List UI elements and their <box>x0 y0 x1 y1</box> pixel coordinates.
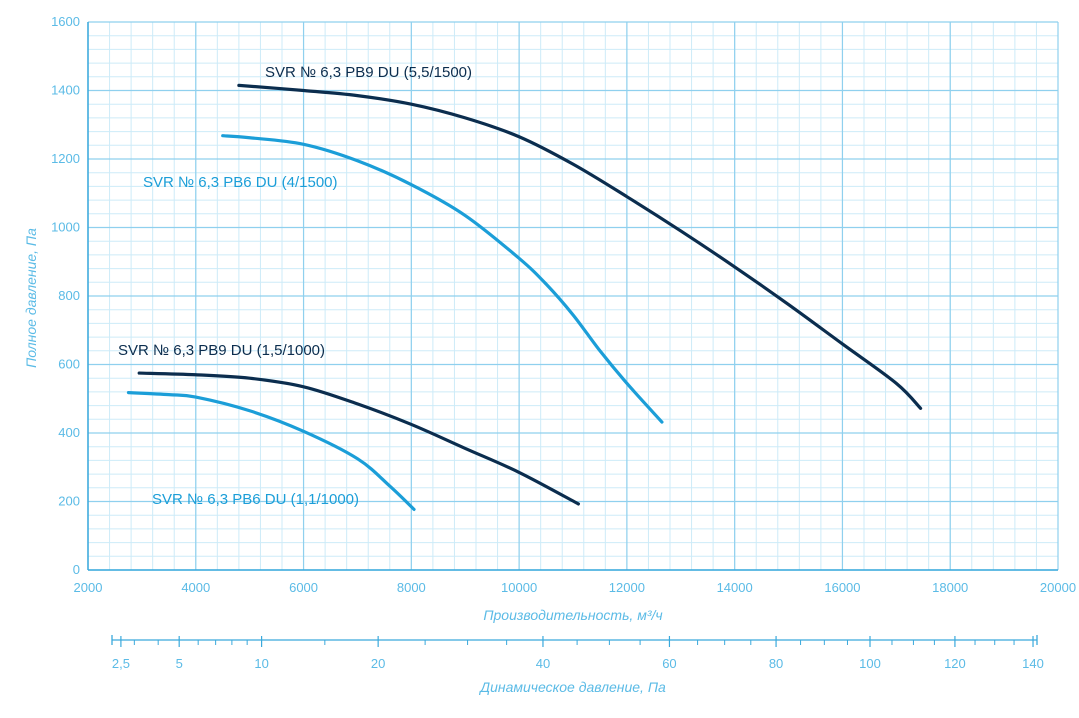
y-tick-label: 200 <box>58 494 80 509</box>
y-tick-label: 1000 <box>51 220 80 235</box>
y-axis-title: Полное давление, Па <box>23 228 39 368</box>
axes: 2000 4000 6000 8000 10000 12000 14000 16000 1800… <box>51 14 1076 595</box>
x2-tick-label: 80 <box>769 656 783 671</box>
x2-tick-label: 2,5 <box>112 656 130 671</box>
x2-tick-label: 5 <box>176 656 183 671</box>
x2-tick-label: 100 <box>859 656 881 671</box>
x-tick-label: 18000 <box>932 580 968 595</box>
series-label-1: SVR № 6,3 PB9 DU (5,5/1500) <box>265 64 472 81</box>
y-tick-label: 800 <box>58 288 80 303</box>
y-tick-label: 1200 <box>51 151 80 166</box>
y-tick-label: 400 <box>58 425 80 440</box>
x-tick-label: 2000 <box>74 580 103 595</box>
x-tick-label: 4000 <box>181 580 210 595</box>
dynamic-pressure-axis: 2,5 5 10 20 40 60 80 100 120 140 <box>111 635 1044 671</box>
x-tick-label: 6000 <box>289 580 318 595</box>
y-tick-label: 1600 <box>51 14 80 29</box>
series-lines <box>126 83 923 511</box>
x2-tick-label: 140 <box>1022 656 1044 671</box>
x2-tick-label: 60 <box>662 656 676 671</box>
x-tick-label: 20000 <box>1040 580 1076 595</box>
series-labels: SVR № 6,3 PB9 DU (5,5/1500) SVR № 6,3 PB6… <box>118 64 472 508</box>
series-label-4: SVR № 6,3 PB6 DU (1,1/1000) <box>152 491 359 508</box>
x2-tick-label: 20 <box>371 656 385 671</box>
series-label-3: SVR № 6,3 PB9 DU (1,5/1000) <box>118 342 325 359</box>
x2-tick-label: 120 <box>944 656 966 671</box>
x-tick-label: 16000 <box>824 580 860 595</box>
y-tick-label: 0 <box>73 562 80 577</box>
x-tick-label: 12000 <box>609 580 645 595</box>
series-line-2 <box>221 134 664 424</box>
x-tick-label: 10000 <box>501 580 537 595</box>
series-line-1 <box>237 83 923 410</box>
series-line-4 <box>126 390 416 511</box>
y-tick-label: 1400 <box>51 83 80 98</box>
x2-tick-label: 10 <box>254 656 268 671</box>
y-tick-label: 600 <box>58 357 80 372</box>
x2-axis-title: Динамическое давление, Па <box>478 679 666 695</box>
x-axis-title: Производительность, м³/ч <box>483 607 662 623</box>
x-tick-label: 8000 <box>397 580 426 595</box>
x-tick-label: 14000 <box>717 580 753 595</box>
series-line-3 <box>137 371 580 506</box>
x2-tick-label: 40 <box>536 656 550 671</box>
series-label-2: SVR № 6,3 PB6 DU (4/1500) <box>143 174 338 191</box>
